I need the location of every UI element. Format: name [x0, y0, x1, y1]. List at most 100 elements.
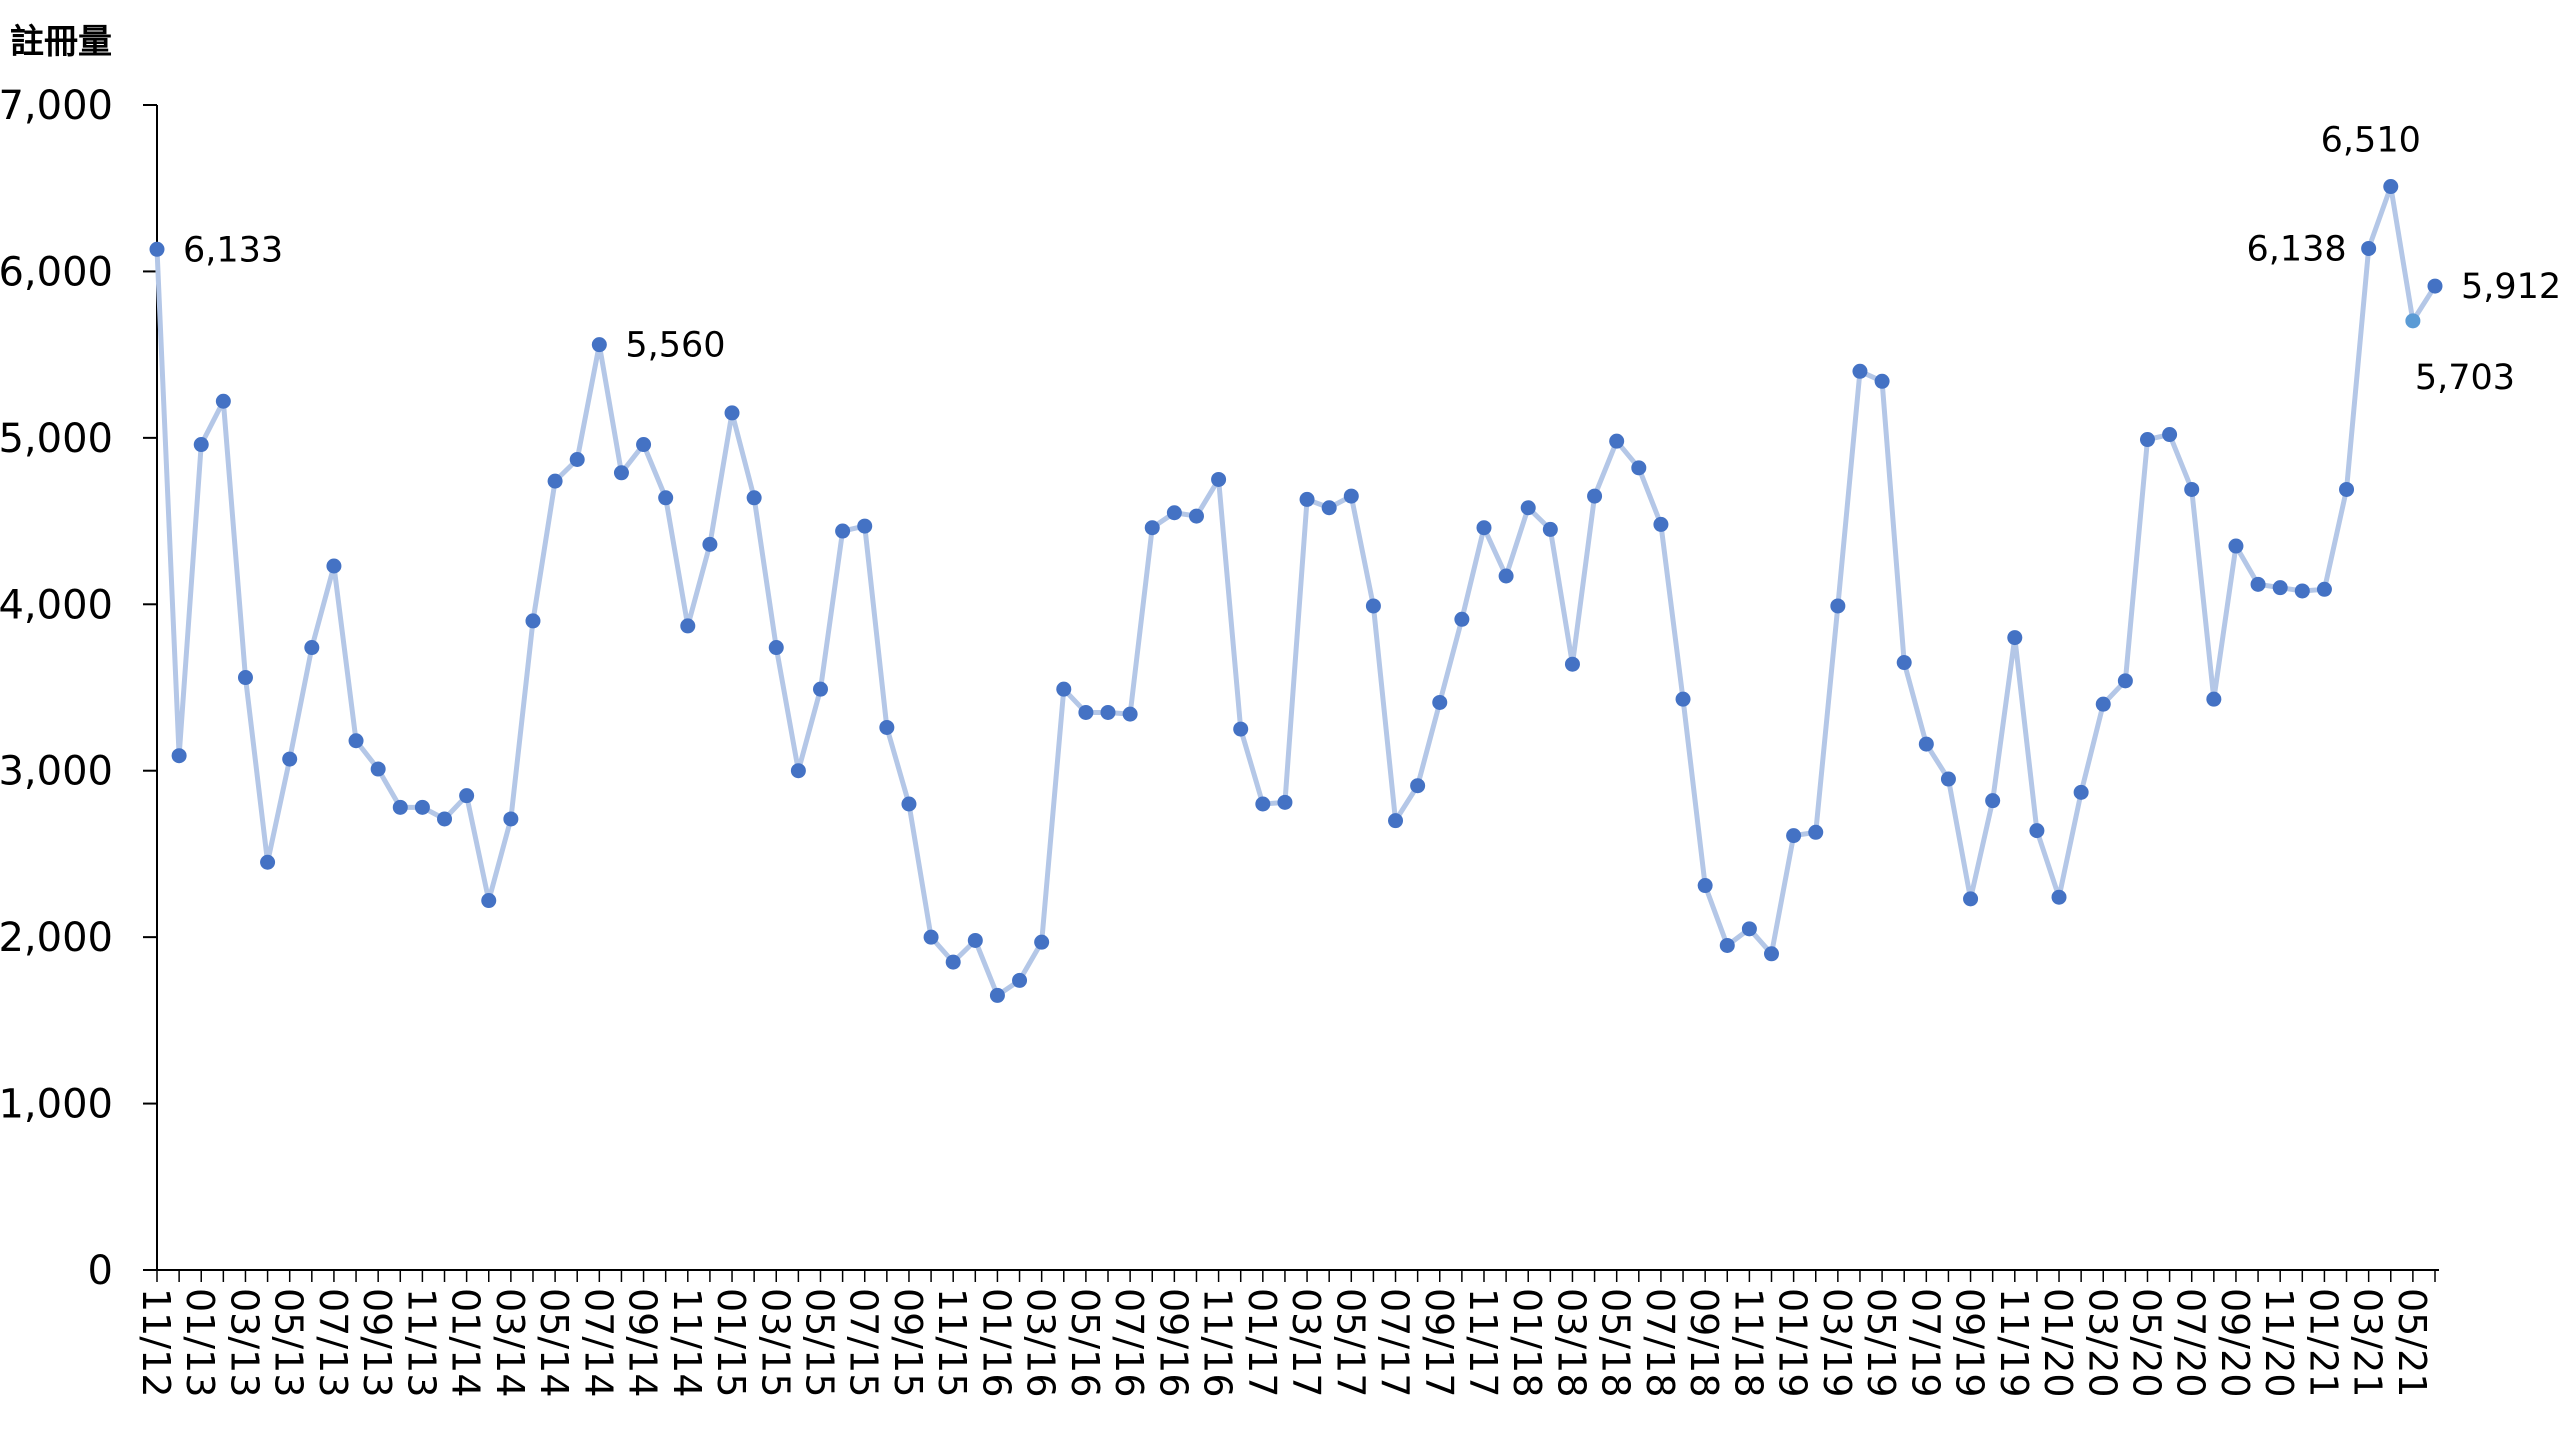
x-tick-label: 01/14	[444, 1288, 488, 1398]
x-tick-label: 01/17	[1240, 1288, 1284, 1398]
data-point	[1211, 471, 1227, 487]
x-tick-label: 01/19	[1771, 1288, 1815, 1398]
x-tick-label: 03/18	[1549, 1288, 1593, 1398]
x-tick-label: 11/12	[134, 1288, 178, 1398]
x-tick-label: 11/16	[1196, 1288, 1240, 1398]
data-point	[2228, 538, 2244, 554]
data-point	[525, 613, 541, 629]
data-point	[569, 451, 585, 467]
x-tick-label: 07/15	[842, 1288, 886, 1398]
data-point	[1012, 972, 1028, 988]
x-tick-label: 05/13	[267, 1288, 311, 1398]
x-tick-label: 01/20	[2036, 1288, 2080, 1398]
y-tick-label: 0	[88, 1248, 113, 1294]
data-point	[1432, 694, 1448, 710]
x-tick-label: 09/15	[886, 1288, 930, 1398]
data-label: 6,138	[2246, 229, 2346, 269]
data-point	[2162, 427, 2178, 443]
data-point	[2250, 576, 2266, 592]
data-point	[260, 854, 276, 870]
x-tick-label: 03/13	[222, 1288, 266, 1398]
data-label: 6,510	[2321, 121, 2421, 161]
data-point	[1786, 828, 1802, 844]
data-point	[768, 640, 784, 656]
data-point	[1144, 520, 1160, 536]
data-point	[1166, 505, 1182, 521]
data-point	[1498, 568, 1514, 584]
x-tick-label: 11/17	[1461, 1288, 1505, 1398]
x-tick-label: 05/21	[2390, 1288, 2434, 1398]
x-tick-label: 05/15	[797, 1288, 841, 1398]
data-point	[326, 558, 342, 574]
data-point	[1188, 508, 1204, 524]
x-tick-label: 01/16	[974, 1288, 1018, 1398]
y-tick-label: 6,000	[0, 249, 113, 295]
data-label: 5,560	[625, 326, 725, 366]
x-tick-label: 03/15	[753, 1288, 797, 1398]
x-tick-label: 11/14	[665, 1288, 709, 1398]
data-point	[1056, 681, 1072, 697]
data-label: 5,703	[2415, 358, 2515, 398]
data-point	[1233, 721, 1249, 737]
data-point	[459, 788, 475, 804]
data-point	[1675, 691, 1691, 707]
data-point	[2007, 630, 2023, 646]
data-point	[547, 473, 563, 489]
data-point	[835, 523, 851, 539]
data-point	[1697, 878, 1713, 894]
x-tick-label: 09/19	[1948, 1288, 1992, 1398]
y-tick-label: 4,000	[0, 582, 113, 628]
data-point	[1410, 778, 1426, 794]
data-point	[1830, 598, 1846, 614]
x-tick-label: 11/20	[2257, 1288, 2301, 1398]
data-point	[481, 893, 497, 909]
y-tick-label: 1,000	[0, 1082, 113, 1128]
x-tick-label: 05/17	[1328, 1288, 1372, 1398]
data-point	[193, 437, 209, 453]
data-point	[2051, 889, 2067, 905]
data-point	[1896, 655, 1912, 671]
data-point	[967, 932, 983, 948]
data-point	[1587, 488, 1603, 504]
data-point	[1255, 796, 1271, 812]
data-point	[680, 618, 696, 634]
data-point	[879, 719, 895, 735]
x-tick-label: 07/17	[1373, 1288, 1417, 1398]
x-tick-label: 09/18	[1682, 1288, 1726, 1398]
data-point	[282, 751, 298, 767]
data-point	[1299, 491, 1315, 507]
x-tick-label: 01/15	[709, 1288, 753, 1398]
data-point	[2427, 278, 2443, 294]
data-point	[2294, 583, 2310, 599]
x-tick-label: 07/13	[311, 1288, 355, 1398]
data-point	[2117, 673, 2133, 689]
data-point	[591, 337, 607, 353]
x-tick-label: 05/16	[1063, 1288, 1107, 1398]
x-tick-label: 05/18	[1594, 1288, 1638, 1398]
data-point	[2339, 481, 2355, 497]
data-point	[1918, 736, 1934, 752]
x-tick-label: 03/16	[1019, 1288, 1063, 1398]
x-tick-label: 05/19	[1859, 1288, 1903, 1398]
data-point	[1653, 516, 1669, 532]
data-point	[2139, 432, 2155, 448]
y-tick-label: 3,000	[0, 749, 113, 795]
data-point	[1520, 500, 1536, 516]
x-tick-label: 03/17	[1284, 1288, 1328, 1398]
data-point	[945, 954, 961, 970]
data-point	[1719, 937, 1735, 953]
data-point	[746, 490, 762, 506]
data-point	[1963, 891, 1979, 907]
x-tick-label: 11/19	[1992, 1288, 2036, 1398]
data-point	[1940, 771, 1956, 787]
x-tick-label: 07/16	[1107, 1288, 1151, 1398]
data-point	[437, 811, 453, 827]
data-point	[2184, 481, 2200, 497]
data-point	[1985, 793, 2001, 809]
data-point	[348, 733, 364, 749]
x-tick-label: 11/15	[930, 1288, 974, 1398]
data-point	[503, 811, 519, 827]
x-tick-label: 05/20	[2124, 1288, 2168, 1398]
data-point	[2405, 313, 2421, 329]
